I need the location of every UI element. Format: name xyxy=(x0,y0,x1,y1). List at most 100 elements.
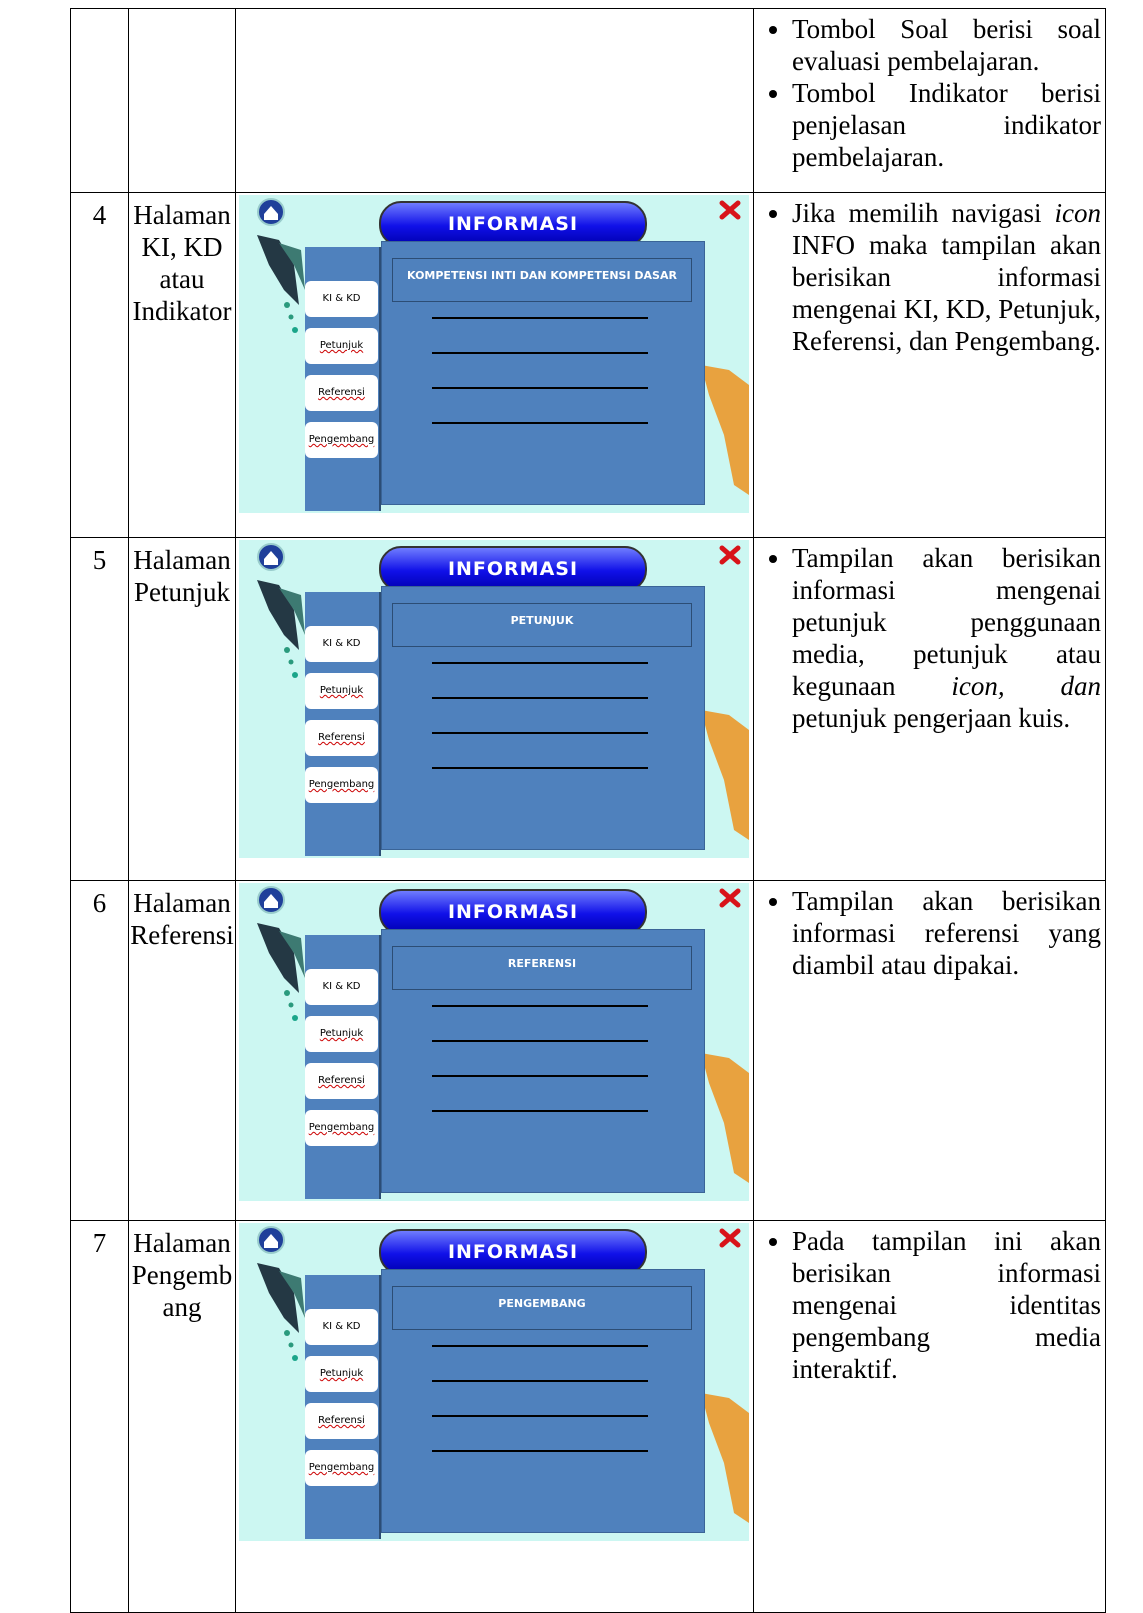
text-line xyxy=(432,1110,648,1112)
home-glyph xyxy=(264,551,278,565)
island-dot xyxy=(292,672,298,678)
content-panel: PETUNJUK xyxy=(381,586,705,850)
island xyxy=(701,1393,749,1523)
bullet-list: Tombol Soal berisi soal evaluasi pembela… xyxy=(758,13,1101,173)
description-cell: Tampilan akan berisikan informasi refere… xyxy=(753,880,1106,1221)
content-panel: KOMPETENSI INTI DAN KOMPETENSI DASAR xyxy=(381,241,705,505)
island xyxy=(279,243,305,290)
close-icon[interactable] xyxy=(719,200,741,220)
close-icon[interactable] xyxy=(719,1228,741,1248)
row-number: 7 xyxy=(92,1228,107,1258)
menu-button[interactable]: Petunjuk xyxy=(305,1016,378,1052)
table-row: Tombol Soal berisi soal evaluasi pembela… xyxy=(70,8,1106,193)
close-icon[interactable] xyxy=(719,888,741,908)
menu-label: Pengembang xyxy=(308,779,375,790)
menu-label: Referensi xyxy=(318,732,365,743)
menu-button[interactable]: Referensi xyxy=(305,1403,378,1439)
menu-label: KI & KD xyxy=(322,1321,361,1332)
menu-button[interactable]: Referensi xyxy=(305,375,378,411)
menu-label: Referensi xyxy=(318,1415,365,1426)
island-dot xyxy=(284,1330,290,1336)
island-dot xyxy=(292,327,298,333)
island xyxy=(701,1053,749,1183)
decoration xyxy=(257,1226,749,1523)
home-glyph xyxy=(264,206,278,220)
menu-label: Pengembang xyxy=(308,434,375,445)
menu-button[interactable]: Pengembang xyxy=(305,1110,378,1146)
menu-button[interactable]: Referensi xyxy=(305,720,378,756)
bullet-list: Tampilan akan berisikan informasi refere… xyxy=(758,885,1101,981)
text-line xyxy=(432,697,648,699)
menu-button[interactable]: KI & KD xyxy=(305,626,378,662)
title-cell: Halaman KI, KD atau Indikator xyxy=(128,192,236,538)
island-dot xyxy=(284,990,290,996)
text-line xyxy=(432,1380,648,1382)
text-line xyxy=(432,1345,648,1347)
number-cell: 4 xyxy=(70,192,129,538)
menu-button[interactable]: Pengembang xyxy=(305,1450,378,1486)
description-cell: Pada tampilan ini akan berisikan informa… xyxy=(753,1220,1106,1613)
screenshot: INFORMASI KOMPETENSI INTI DAN KOMPETENSI … xyxy=(239,195,749,513)
screenshot-cell xyxy=(235,8,754,193)
bullet: Tampilan akan berisikan informasi refere… xyxy=(792,885,1101,981)
menu-button[interactable]: Petunjuk xyxy=(305,1356,378,1392)
decoration xyxy=(257,886,749,1183)
island-dot xyxy=(292,1355,298,1361)
menu-button[interactable]: Referensi xyxy=(305,1063,378,1099)
menu-label: KI & KD xyxy=(322,638,361,649)
island-dot xyxy=(284,302,290,308)
menu-button[interactable]: Pengembang xyxy=(305,767,378,803)
text-line xyxy=(432,1040,648,1042)
text-line xyxy=(432,317,648,319)
menu-button[interactable]: Pengembang xyxy=(305,422,378,458)
menu-button[interactable]: Petunjuk xyxy=(305,673,378,709)
text-line xyxy=(432,767,648,769)
decoration xyxy=(257,543,749,840)
text-line xyxy=(432,1450,648,1452)
text-line xyxy=(432,352,648,354)
menu-button[interactable]: KI & KD xyxy=(305,969,378,1005)
content-heading: KOMPETENSI INTI DAN KOMPETENSI DASAR xyxy=(392,258,692,302)
menu-button[interactable]: Petunjuk xyxy=(305,328,378,364)
island xyxy=(701,365,749,495)
title-cell xyxy=(128,8,236,193)
island-dot xyxy=(288,314,294,320)
menu-label: KI & KD xyxy=(322,981,361,992)
content-panel: REFERENSI xyxy=(381,929,705,1193)
menu-button[interactable]: KI & KD xyxy=(305,281,378,317)
bullet-list: Jika memilih navigasi icon INFO maka tam… xyxy=(758,197,1101,357)
screenshot-cell: INFORMASI PETUNJUK KI & KD Petunjuk Referens… xyxy=(235,537,754,881)
bullet-list: Tampilan akan berisikan informasi mengen… xyxy=(758,542,1101,734)
row-title: Halaman Referensi xyxy=(130,888,234,950)
menu-label: Petunjuk xyxy=(319,685,364,696)
table-row: 4 Halaman KI, KD atau Indikator INFORMASI K… xyxy=(70,192,1106,538)
content-panel: PENGEMBANG xyxy=(381,1269,705,1533)
island-dot xyxy=(288,1002,294,1008)
menu-label: Referensi xyxy=(318,1075,365,1086)
bullet: Pada tampilan ini akan berisikan informa… xyxy=(792,1225,1101,1385)
text-line xyxy=(432,662,648,664)
island xyxy=(257,235,299,305)
number-cell: 7 xyxy=(70,1220,129,1613)
island xyxy=(257,1263,299,1333)
description-cell: Jika memilih navigasi icon INFO maka tam… xyxy=(753,192,1106,538)
text-line xyxy=(432,732,648,734)
row-title: Halaman KI, KD atau Indikator xyxy=(132,200,232,326)
island xyxy=(257,580,299,650)
screenshot: INFORMASI REFERENSI KI & KD Petunjuk Referen… xyxy=(239,883,749,1201)
text: Tampilan akan berisikan informasi refere… xyxy=(792,886,1101,980)
text: Tombol Soal berisi soal evaluasi pembela… xyxy=(792,14,1101,76)
screenshot-cell: INFORMASI KOMPETENSI INTI DAN KOMPETENSI … xyxy=(235,192,754,538)
description-cell: Tombol Soal berisi soal evaluasi pembela… xyxy=(753,8,1106,193)
text-line xyxy=(432,1415,648,1417)
number-cell: 6 xyxy=(70,880,129,1221)
bullet: Tombol Soal berisi soal evaluasi pembela… xyxy=(792,13,1101,77)
menu-label: KI & KD xyxy=(322,293,361,304)
screenshot-cell: INFORMASI REFERENSI KI & KD Petunjuk Referen… xyxy=(235,880,754,1221)
island xyxy=(701,710,749,840)
menu-button[interactable]: KI & KD xyxy=(305,1309,378,1345)
menu-label: Pengembang xyxy=(308,1462,375,1473)
header-button: INFORMASI xyxy=(379,1229,647,1275)
close-icon[interactable] xyxy=(719,545,741,565)
